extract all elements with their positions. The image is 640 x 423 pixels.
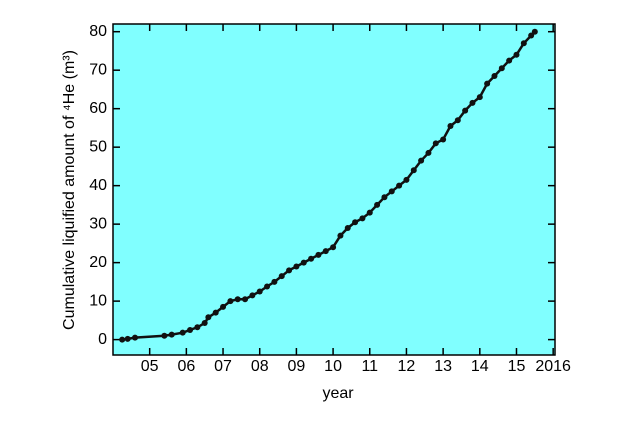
x-tick-label: 11 (361, 358, 378, 375)
data-point (249, 292, 256, 299)
data-point (337, 232, 344, 239)
y-tick-label: 10 (89, 292, 107, 309)
y-tick-label: 60 (89, 100, 107, 117)
x-tick-label: 15 (508, 358, 526, 375)
data-point (220, 303, 227, 310)
data-point (381, 194, 388, 201)
data-point (242, 296, 249, 303)
data-point (227, 298, 234, 305)
data-point (352, 219, 359, 226)
x-tick-label: 07 (214, 358, 232, 375)
data-point (234, 296, 241, 303)
data-point (278, 273, 285, 280)
data-point (161, 332, 168, 339)
data-point (293, 263, 300, 270)
data-point (256, 288, 263, 295)
y-axis-label: Cumulative liquified amount of ⁴He (m³) (61, 50, 78, 330)
data-point (212, 309, 219, 316)
plot-area (113, 24, 555, 355)
data-point (132, 334, 139, 341)
data-point (528, 32, 535, 39)
data-point (374, 201, 381, 208)
data-point (308, 255, 315, 262)
data-point (425, 149, 432, 156)
y-tick-label: 50 (89, 138, 107, 155)
data-point (124, 335, 131, 342)
data-point (359, 215, 366, 222)
data-point (179, 329, 186, 336)
x-tick-label: 12 (398, 358, 416, 375)
data-point (271, 278, 278, 285)
data-point (462, 107, 469, 114)
data-point (322, 248, 329, 255)
y-tick-label: 40 (89, 177, 107, 194)
y-tick-label: 30 (89, 215, 107, 232)
data-point (344, 224, 351, 231)
data-point (330, 244, 337, 251)
data-point (484, 80, 491, 87)
data-point (498, 65, 505, 72)
data-point (454, 117, 461, 124)
x-tick-label: 2016 (535, 358, 571, 375)
x-tick-label: 06 (177, 358, 195, 375)
data-point (396, 182, 403, 189)
data-point (300, 259, 307, 266)
data-point (168, 331, 175, 338)
data-point (410, 167, 417, 174)
data-point (264, 283, 271, 290)
data-point (432, 140, 439, 147)
x-tick-label: 05 (141, 358, 159, 375)
y-tick-label: 0 (98, 331, 107, 348)
data-point (520, 40, 527, 47)
x-tick-label: 09 (288, 358, 306, 375)
data-point (286, 267, 293, 274)
y-tick-label: 70 (89, 61, 107, 78)
data-point (476, 94, 483, 101)
x-tick-label: 14 (471, 358, 489, 375)
data-point (205, 314, 212, 321)
data-point (119, 336, 126, 343)
data-point (201, 320, 208, 327)
y-tick-label: 20 (89, 254, 107, 271)
data-point (531, 28, 538, 35)
data-point (440, 136, 447, 143)
data-point (469, 99, 476, 106)
plot-frame (112, 23, 556, 356)
x-axis-label: year (322, 385, 354, 402)
data-point (315, 251, 322, 258)
y-tick-label: 80 (89, 23, 107, 40)
data-point (388, 188, 395, 195)
data-point (491, 72, 498, 79)
data-point (513, 51, 520, 58)
data-point (194, 324, 201, 331)
x-tick-label: 08 (251, 358, 269, 375)
data-point (366, 209, 373, 216)
data-point (403, 176, 410, 183)
data-point (506, 57, 513, 64)
x-tick-label: 10 (324, 358, 342, 375)
data-point (187, 326, 194, 333)
x-tick-label: 13 (434, 358, 452, 375)
data-point (418, 157, 425, 164)
data-point (447, 122, 454, 129)
